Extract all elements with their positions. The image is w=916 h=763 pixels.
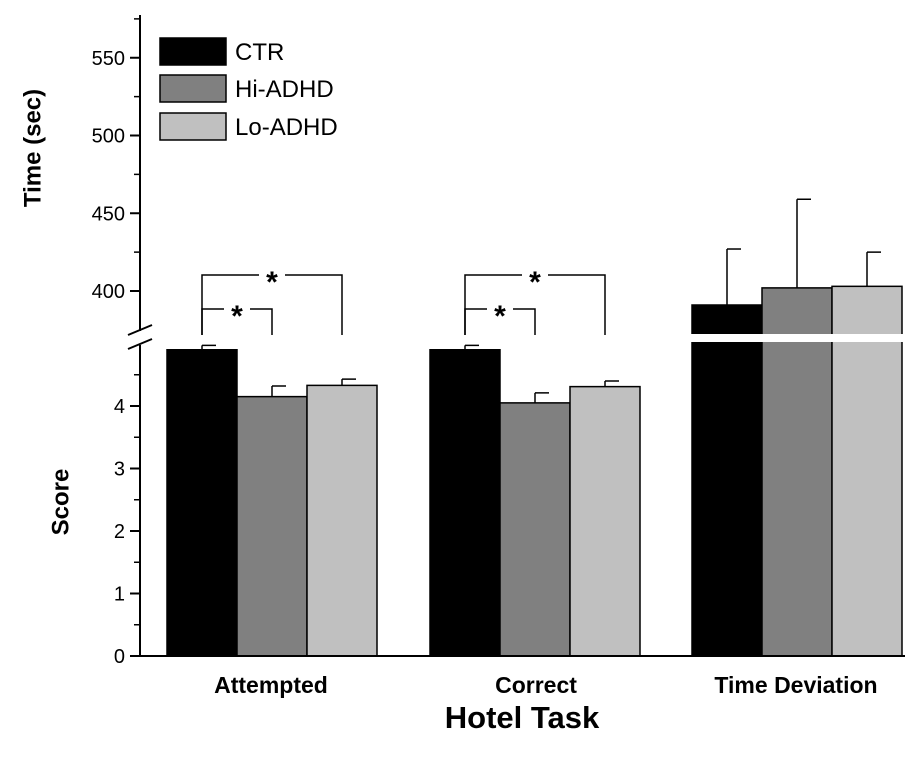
axis-break-mark-lower [127,338,153,350]
bar-correct-ctr [429,349,501,657]
significance-mark-gap [224,305,250,313]
bars-layer [166,198,906,657]
significance-mark-correct-ctr-lo-adhd: * [529,266,541,299]
bar-correct-hi-adhd [499,402,571,657]
score-tick-label-1: 1 [114,584,125,606]
legend-label-hi-adhd: Hi-ADHD [235,76,334,103]
category-label-time-deviation: Time Deviation [714,672,877,698]
bar-time-deviation-hi-adhd [761,287,833,657]
significance-mark-gap [487,305,513,313]
time-tick-label-550: 550 [92,48,125,70]
significance-mark-correct-ctr-hi-adhd: * [494,300,506,333]
bar-break-gap [690,334,906,342]
category-label-correct: Correct [495,672,577,698]
category-label-attempted: Attempted [214,672,328,698]
significance-mark-gap [259,271,285,279]
y-axis: 0 1 2 3 4 400 450 500 550 [92,15,905,668]
legend-label-lo-adhd: Lo-ADHD [235,114,338,141]
significance-mark-gap [522,271,548,279]
score-tick-label-2: 2 [114,521,125,543]
legend: CTR Hi-ADHD Lo-ADHD [159,37,338,141]
bar-time-deviation-lo-adhd [831,285,903,657]
legend-swatch-ctr [159,37,227,66]
x-axis-title: Hotel Task [445,700,600,735]
bar-attempted-ctr [166,349,238,657]
time-tick-label-400: 400 [92,281,125,303]
score-tick-label-3: 3 [114,459,125,481]
bar-correct-lo-adhd [569,385,641,657]
legend-swatch-lo-adhd [159,112,227,141]
significance-brackets: * * * * [201,266,606,335]
time-tick-label-500: 500 [92,126,125,148]
bar-time-deviation-ctr [691,304,763,657]
significance-mark-attempted-ctr-hi-adhd: * [231,300,243,333]
bar-attempted-lo-adhd [306,384,378,657]
score-tick-label-0: 0 [114,646,125,668]
significance-mark-attempted-ctr-lo-adhd: * [266,266,278,299]
axis-break-mark-upper [127,324,153,336]
bar-attempted-hi-adhd [236,395,308,657]
y-axis-title-time: Time (sec) [19,89,46,207]
score-tick-label-4: 4 [114,396,125,418]
y-axis-title-score: Score [47,469,74,536]
time-tick-label-450: 450 [92,203,125,225]
legend-label-ctr: CTR [235,39,284,66]
legend-swatch-hi-adhd [159,74,227,103]
